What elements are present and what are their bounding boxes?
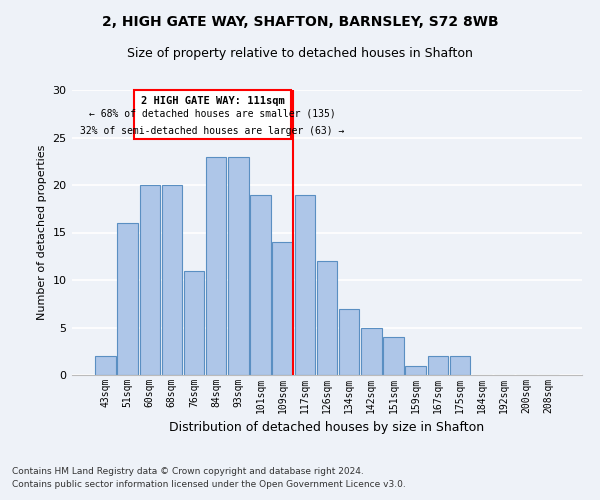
Bar [361,328,382,375]
Bar [206,156,226,375]
Bar [383,337,404,375]
Bar [140,185,160,375]
FancyBboxPatch shape [134,90,290,140]
Text: Contains HM Land Registry data © Crown copyright and database right 2024.: Contains HM Land Registry data © Crown c… [12,467,364,476]
X-axis label: Distribution of detached houses by size in Shafton: Distribution of detached houses by size … [169,422,485,434]
Bar [228,156,248,375]
Bar [295,194,315,375]
Text: 2 HIGH GATE WAY: 111sqm: 2 HIGH GATE WAY: 111sqm [140,96,284,106]
Bar [317,261,337,375]
Bar [95,356,116,375]
Bar [339,308,359,375]
Text: Size of property relative to detached houses in Shafton: Size of property relative to detached ho… [127,48,473,60]
Bar [184,270,204,375]
Bar [450,356,470,375]
Bar [406,366,426,375]
Bar [272,242,293,375]
Bar [428,356,448,375]
Bar [118,223,138,375]
Text: Contains public sector information licensed under the Open Government Licence v3: Contains public sector information licen… [12,480,406,489]
Text: 2, HIGH GATE WAY, SHAFTON, BARNSLEY, S72 8WB: 2, HIGH GATE WAY, SHAFTON, BARNSLEY, S72… [101,15,499,29]
Bar [161,185,182,375]
Text: 32% of semi-detached houses are larger (63) →: 32% of semi-detached houses are larger (… [80,126,344,136]
Bar [250,194,271,375]
Text: ← 68% of detached houses are smaller (135): ← 68% of detached houses are smaller (13… [89,108,336,118]
Y-axis label: Number of detached properties: Number of detached properties [37,145,47,320]
